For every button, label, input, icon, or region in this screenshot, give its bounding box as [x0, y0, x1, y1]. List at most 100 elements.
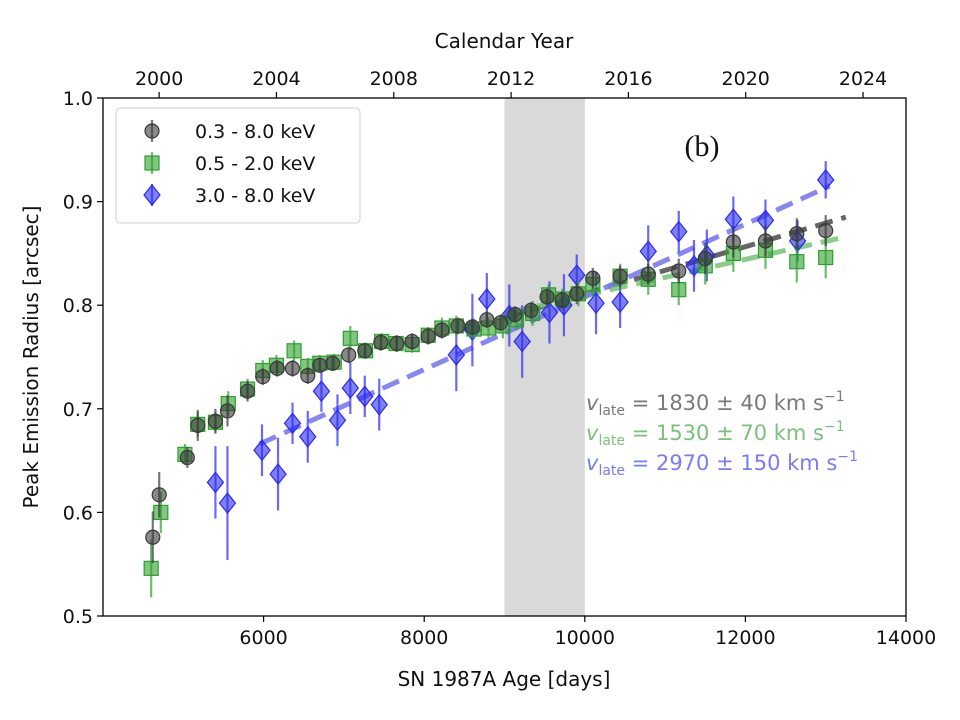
plot-frame	[102, 97, 907, 617]
data-point	[373, 334, 389, 351]
data-series	[143, 161, 835, 598]
data-point	[253, 439, 271, 462]
data-point	[341, 347, 357, 363]
data-point	[255, 369, 271, 385]
data-point	[671, 282, 687, 298]
data-point	[389, 335, 405, 352]
data-point	[357, 343, 373, 359]
data-point	[669, 220, 688, 243]
velocity-annotation-0: vlate = 1830 ± 40 km s−1	[586, 389, 845, 419]
data-point	[207, 413, 224, 429]
data-point	[611, 291, 629, 314]
data-point	[671, 263, 687, 279]
data-point	[725, 234, 741, 250]
data-point	[298, 425, 317, 448]
y-tick-label: 0.7	[63, 399, 93, 421]
data-point	[450, 318, 466, 334]
legend-marker-2	[143, 184, 161, 206]
data-point	[145, 529, 161, 545]
legend-box	[115, 107, 361, 224]
x-tick-label: 8000	[400, 627, 448, 649]
top-tick-label: 2000	[135, 68, 183, 90]
data-point	[356, 385, 374, 408]
y-tick-label: 1.0	[63, 88, 93, 110]
annotation-value: = 1530 ± 70 km s	[625, 421, 824, 445]
top-tick-label: 2012	[487, 68, 535, 90]
legend-marker-0	[144, 123, 160, 139]
data-point	[585, 270, 601, 286]
data-point	[523, 302, 539, 318]
data-point	[283, 412, 302, 435]
velocity-annotation-2: vlate = 2970 ± 150 km s−1	[586, 449, 858, 479]
data-point	[219, 403, 236, 419]
data-point	[370, 393, 389, 416]
x-tick-label: 14000	[876, 627, 936, 649]
top-tick-label: 2004	[252, 68, 300, 90]
legend-label-0: 0.3 - 8.0 keV	[195, 121, 315, 143]
data-point	[312, 380, 331, 403]
data-point	[190, 417, 206, 433]
annotation-superscript: −1	[824, 419, 845, 435]
data-point	[269, 360, 285, 376]
data-point	[269, 463, 287, 486]
x-tick-label: 6000	[239, 627, 287, 649]
legend: 0.3 - 8.0 keV 0.5 - 2.0 keV 3.0 - 8.0 ke…	[115, 107, 361, 224]
annotation-subscript: late	[598, 463, 625, 479]
data-point	[697, 250, 713, 267]
data-point	[478, 288, 496, 310]
y-tick-label: 0.9	[63, 192, 93, 214]
top-tick-label: 2020	[722, 68, 770, 90]
data-point	[818, 223, 834, 239]
data-point	[554, 292, 570, 308]
data-point	[507, 306, 523, 323]
velocity-annotation-1: vlate = 1530 ± 70 km s−1	[586, 419, 845, 449]
annotation-symbol: v	[586, 421, 599, 445]
data-point	[789, 254, 805, 270]
data-point	[300, 368, 316, 384]
x-axis-label: SN 1987A Age [days]	[398, 667, 611, 691]
panel-label: (b)	[685, 130, 720, 163]
data-point	[434, 322, 450, 338]
data-point	[464, 319, 480, 335]
y-tick-label: 0.6	[63, 502, 93, 524]
annotation-subscript: late	[598, 403, 625, 419]
data-point	[153, 504, 169, 520]
top-tick-label: 2008	[370, 68, 418, 90]
legend-marker-1	[144, 155, 160, 171]
series-0	[145, 215, 834, 564]
data-point	[757, 233, 774, 249]
data-point	[312, 357, 328, 373]
data-point	[179, 449, 195, 466]
data-point	[341, 377, 360, 400]
data-point	[479, 312, 495, 328]
x-tick-label: 12000	[715, 627, 775, 649]
annotation-superscript: −1	[824, 389, 845, 405]
data-point	[513, 330, 531, 353]
shaded-region	[504, 98, 585, 616]
data-point	[569, 286, 585, 302]
data-point	[639, 240, 658, 263]
annotation-superscript: −1	[837, 449, 858, 465]
annotation-symbol: v	[586, 391, 599, 415]
data-point	[218, 492, 237, 515]
x-tick-label: 10000	[555, 627, 615, 649]
top-tick-label: 2016	[604, 68, 652, 90]
data-point	[151, 487, 167, 503]
data-point	[540, 301, 559, 324]
data-point	[587, 292, 605, 315]
data-point	[818, 249, 834, 266]
y-tick-label: 0.5	[63, 606, 93, 628]
data-point	[342, 330, 358, 346]
legend-label-1: 0.5 - 2.0 keV	[195, 153, 315, 175]
data-point	[420, 328, 436, 344]
data-point	[612, 268, 628, 284]
data-point	[492, 315, 509, 331]
y-tick-label: 0.8	[63, 295, 93, 317]
data-point	[539, 289, 555, 305]
annotation-value: = 1830 ± 40 km s	[625, 391, 824, 415]
data-point	[143, 560, 159, 576]
annotation-symbol: v	[586, 451, 599, 475]
data-point	[816, 168, 835, 191]
